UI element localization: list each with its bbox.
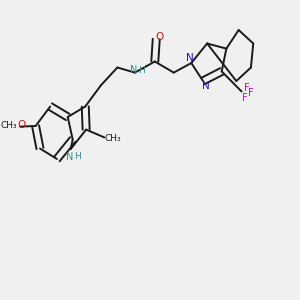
Text: H: H xyxy=(138,66,145,75)
Text: O: O xyxy=(17,120,26,130)
Text: O: O xyxy=(155,32,163,42)
Text: N: N xyxy=(130,65,137,75)
Text: N: N xyxy=(202,81,210,92)
Text: N: N xyxy=(65,152,73,162)
Text: N: N xyxy=(186,52,194,63)
Text: F: F xyxy=(248,88,253,98)
Text: F: F xyxy=(244,83,250,93)
Text: CH₃: CH₃ xyxy=(0,121,17,130)
Text: H: H xyxy=(74,152,80,161)
Text: CH₃: CH₃ xyxy=(105,134,121,143)
Text: F: F xyxy=(242,93,247,103)
